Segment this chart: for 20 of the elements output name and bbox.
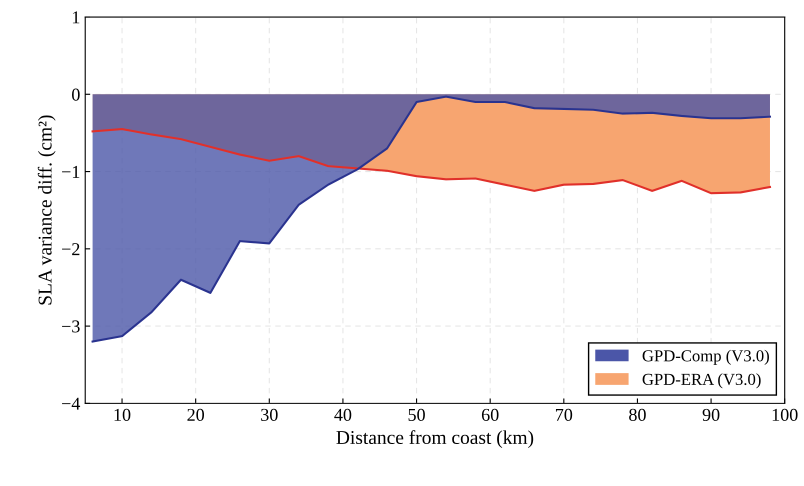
- y-tick-label: −2: [62, 243, 80, 256]
- y-tick-label: −1: [62, 166, 80, 178]
- legend-label: GPD-Comp (V3.0): [642, 350, 769, 365]
- x-tick-label: 70: [556, 408, 572, 421]
- y-tick-label: −4: [62, 398, 80, 410]
- x-tick-label: 50: [408, 408, 425, 421]
- x-tick-label: 60: [482, 408, 499, 421]
- x-tick-label: 20: [187, 408, 204, 421]
- x-tick-label: 90: [702, 408, 720, 421]
- x-tick-label: 40: [334, 408, 352, 421]
- x-tick-label: 100: [772, 408, 798, 421]
- x-tick-label: 30: [261, 408, 278, 421]
- x-tick-label: 80: [629, 408, 646, 421]
- y-tick-label: −3: [62, 320, 80, 333]
- y-axis-title: SLA variance diff. (cm²): [38, 115, 56, 305]
- legend-label: GPD-ERA (V3.0): [642, 373, 761, 388]
- y-tick-label: 0: [72, 88, 80, 101]
- x-axis-title: Distance from coast (km): [336, 430, 534, 448]
- y-tick-label: 1: [72, 11, 80, 24]
- x-tick-label: 10: [114, 408, 130, 421]
